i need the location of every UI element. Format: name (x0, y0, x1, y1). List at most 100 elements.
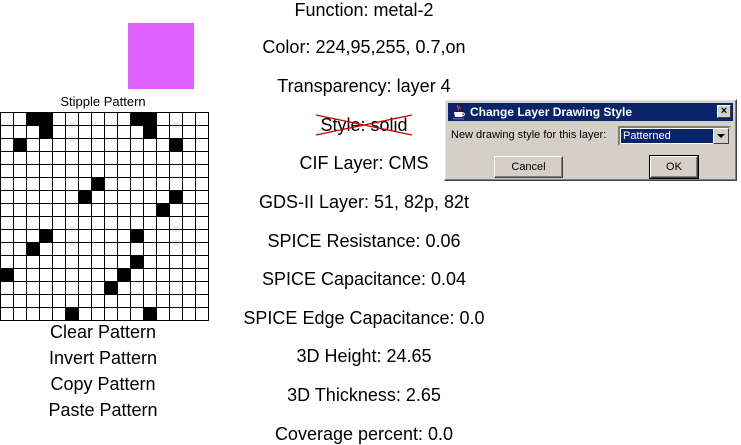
stipple-cell[interactable] (183, 243, 196, 256)
stipple-cell[interactable] (170, 152, 183, 165)
stipple-cell[interactable] (170, 308, 183, 321)
stipple-cell[interactable] (170, 113, 183, 126)
stipple-cell[interactable] (40, 295, 53, 308)
stipple-cell[interactable] (183, 126, 196, 139)
stipple-cell[interactable] (183, 282, 196, 295)
stipple-cell[interactable] (66, 126, 79, 139)
stipple-cell[interactable] (183, 178, 196, 191)
stipple-cell[interactable] (183, 308, 196, 321)
stipple-cell[interactable] (157, 256, 170, 269)
stipple-cell[interactable] (79, 113, 92, 126)
stipple-cell[interactable] (170, 191, 183, 204)
stipple-cell[interactable] (183, 295, 196, 308)
stipple-cell[interactable] (196, 113, 209, 126)
stipple-cell[interactable] (1, 282, 14, 295)
stipple-cell[interactable] (144, 256, 157, 269)
stipple-cell[interactable] (183, 269, 196, 282)
cancel-button[interactable]: Cancel (494, 156, 563, 178)
stipple-cell[interactable] (14, 269, 27, 282)
stipple-cell[interactable] (157, 282, 170, 295)
stipple-cell[interactable] (92, 165, 105, 178)
stipple-cell[interactable] (118, 126, 131, 139)
stipple-cell[interactable] (53, 152, 66, 165)
stipple-cell[interactable] (105, 113, 118, 126)
stipple-cell[interactable] (40, 139, 53, 152)
stipple-cell[interactable] (196, 295, 209, 308)
stipple-cell[interactable] (157, 230, 170, 243)
stipple-cell[interactable] (131, 282, 144, 295)
stipple-cell[interactable] (118, 165, 131, 178)
stipple-cell[interactable] (66, 269, 79, 282)
clear-pattern-button[interactable]: Clear Pattern (49, 322, 157, 342)
stipple-cell[interactable] (118, 269, 131, 282)
stipple-cell[interactable] (40, 230, 53, 243)
stipple-cell[interactable] (183, 230, 196, 243)
stipple-cell[interactable] (157, 191, 170, 204)
stipple-cell[interactable] (79, 191, 92, 204)
stipple-cell[interactable] (53, 295, 66, 308)
stipple-cell[interactable] (27, 152, 40, 165)
stipple-cell[interactable] (92, 282, 105, 295)
stipple-cell[interactable] (92, 269, 105, 282)
stipple-cell[interactable] (40, 165, 53, 178)
stipple-cell[interactable] (131, 113, 144, 126)
stipple-cell[interactable] (66, 165, 79, 178)
stipple-cell[interactable] (27, 204, 40, 217)
stipple-cell[interactable] (79, 256, 92, 269)
stipple-cell[interactable] (14, 217, 27, 230)
stipple-cell[interactable] (118, 139, 131, 152)
stipple-cell[interactable] (144, 269, 157, 282)
invert-pattern-button[interactable]: Invert Pattern (48, 348, 158, 368)
stipple-cell[interactable] (27, 243, 40, 256)
stipple-cell[interactable] (196, 243, 209, 256)
stipple-cell[interactable] (1, 178, 14, 191)
stipple-cell[interactable] (118, 282, 131, 295)
stipple-cell[interactable] (92, 152, 105, 165)
stipple-cell[interactable] (1, 256, 14, 269)
stipple-cell[interactable] (144, 295, 157, 308)
gds-layer-property[interactable]: GDS-II Layer: 51, 82p, 82t (258, 192, 470, 212)
stipple-cell[interactable] (66, 282, 79, 295)
stipple-cell[interactable] (196, 204, 209, 217)
stipple-cell[interactable] (53, 308, 66, 321)
stipple-cell[interactable] (79, 308, 92, 321)
dropdown-arrow-icon[interactable] (713, 128, 729, 144)
stipple-cell[interactable] (118, 113, 131, 126)
stipple-cell[interactable] (79, 204, 92, 217)
stipple-cell[interactable] (53, 139, 66, 152)
stipple-cell[interactable] (1, 165, 14, 178)
stipple-cell[interactable] (1, 308, 14, 321)
stipple-cell[interactable] (144, 139, 157, 152)
stipple-cell[interactable] (105, 126, 118, 139)
stipple-cell[interactable] (27, 191, 40, 204)
stipple-cell[interactable] (131, 295, 144, 308)
stipple-cell[interactable] (14, 113, 27, 126)
stipple-cell[interactable] (131, 165, 144, 178)
stipple-cell[interactable] (144, 230, 157, 243)
stipple-cell[interactable] (53, 113, 66, 126)
stipple-cell[interactable] (144, 243, 157, 256)
stipple-cell[interactable] (66, 191, 79, 204)
stipple-cell[interactable] (105, 256, 118, 269)
stipple-cell[interactable] (183, 256, 196, 269)
stipple-cell[interactable] (27, 139, 40, 152)
stipple-cell[interactable] (170, 269, 183, 282)
stipple-cell[interactable] (66, 217, 79, 230)
stipple-cell[interactable] (66, 113, 79, 126)
stipple-cell[interactable] (170, 204, 183, 217)
stipple-cell[interactable] (92, 217, 105, 230)
stipple-cell[interactable] (14, 165, 27, 178)
stipple-cell[interactable] (131, 269, 144, 282)
stipple-cell[interactable] (1, 152, 14, 165)
drawing-style-select[interactable]: Patterned (618, 126, 731, 146)
stipple-cell[interactable] (118, 191, 131, 204)
stipple-cell[interactable] (118, 204, 131, 217)
stipple-cell[interactable] (27, 269, 40, 282)
stipple-cell[interactable] (27, 217, 40, 230)
stipple-cell[interactable] (66, 152, 79, 165)
stipple-cell[interactable] (40, 269, 53, 282)
stipple-cell[interactable] (131, 126, 144, 139)
stipple-cell[interactable] (118, 243, 131, 256)
stipple-cell[interactable] (196, 139, 209, 152)
stipple-cell[interactable] (196, 282, 209, 295)
